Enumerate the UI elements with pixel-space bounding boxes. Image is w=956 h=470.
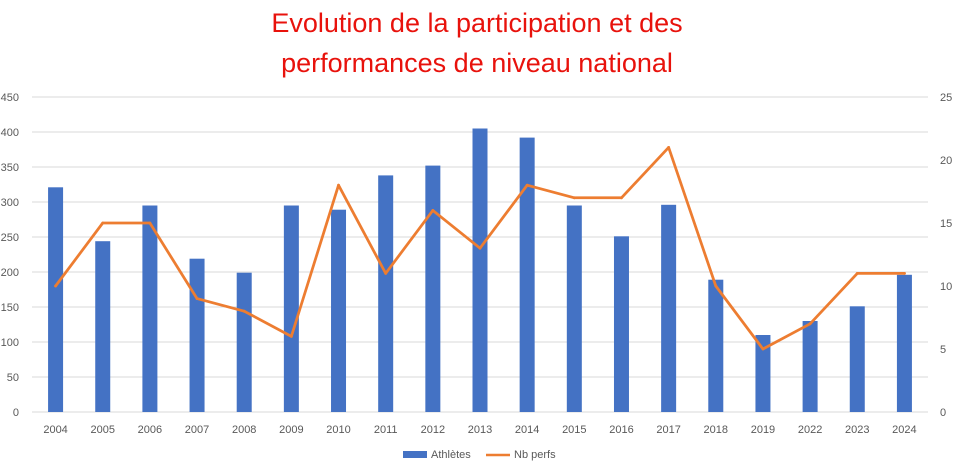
bar-2023 — [849, 306, 865, 412]
y-right-tick-label: 20 — [940, 155, 952, 167]
bar-2022 — [802, 321, 818, 412]
x-tick-label: 2010 — [326, 424, 350, 436]
x-tick-label: 2017 — [656, 424, 680, 436]
y-left-tick-label: 50 — [7, 372, 19, 384]
point-2008 — [242, 309, 246, 313]
point-2005 — [101, 221, 105, 225]
bar-2016 — [613, 236, 629, 412]
point-2015 — [572, 196, 576, 200]
chart-title-line-2: performances de niveau national — [281, 48, 673, 78]
bar-2024 — [896, 274, 912, 412]
y-right-tick-label: 15 — [940, 218, 952, 230]
y-left-tick-label: 150 — [1, 302, 19, 314]
y-left-tick-label: 450 — [1, 92, 19, 104]
y-axis-right: 0 5 10 15 20 25 — [940, 92, 952, 419]
x-tick-label: 2008 — [232, 424, 256, 436]
y-left-tick-label: 400 — [1, 127, 19, 139]
bar-2007 — [189, 258, 205, 412]
x-tick-label: 2007 — [185, 424, 209, 436]
point-2012 — [431, 209, 435, 212]
point-2019 — [761, 347, 765, 351]
legend-label-athletes: Athlètes — [431, 449, 471, 461]
y-left-tick-label: 0 — [13, 407, 19, 419]
x-tick-label: 2013 — [468, 424, 492, 436]
bar-2012 — [425, 165, 441, 412]
y-axis-left: 0 50 100 150 200 250 300 350 400 450 — [1, 92, 19, 419]
legend-swatch-athletes — [403, 451, 427, 458]
bar-2017 — [661, 204, 677, 412]
bar-2005 — [95, 241, 111, 412]
bar-2008 — [236, 272, 252, 412]
bar-2006 — [142, 205, 158, 412]
x-tick-label: 2006 — [138, 424, 162, 436]
x-tick-label: 2011 — [374, 424, 398, 436]
legend: Athlètes Nb perfs — [403, 449, 556, 461]
x-tick-label: 2024 — [892, 424, 916, 436]
x-tick-label: 2016 — [609, 424, 633, 436]
y-right-tick-label: 5 — [940, 344, 946, 356]
bar-series-athletes — [48, 128, 912, 412]
y-left-tick-label: 100 — [1, 337, 19, 349]
point-2018 — [714, 284, 718, 288]
point-2004 — [54, 284, 57, 288]
x-tick-label: 2019 — [751, 424, 775, 436]
point-2009 — [289, 335, 293, 338]
x-tick-label: 2015 — [562, 424, 586, 436]
point-2010 — [337, 183, 340, 187]
x-tick-label: 2014 — [515, 424, 539, 436]
point-2006 — [148, 221, 152, 225]
y-left-tick-label: 200 — [1, 267, 19, 279]
bar-2019 — [755, 335, 771, 412]
y-right-tick-label: 0 — [940, 407, 946, 419]
x-tick-label: 2012 — [421, 424, 445, 436]
x-tick-label: 2023 — [845, 424, 869, 436]
x-axis: 2004 2005 2006 2007 2008 2009 2010 2011 2012 2013… — [43, 424, 916, 436]
point-2017 — [667, 146, 671, 149]
x-tick-label: 2022 — [798, 424, 822, 436]
point-2014 — [525, 183, 529, 187]
bar-2013 — [472, 128, 488, 412]
legend-label-nb-perfs: Nb perfs — [514, 449, 556, 461]
point-2016 — [620, 196, 623, 200]
x-tick-label: 2005 — [90, 424, 114, 436]
bar-2009 — [283, 205, 299, 412]
bar-2014 — [519, 137, 535, 412]
y-right-tick-label: 25 — [940, 92, 952, 104]
y-right-tick-label: 10 — [940, 281, 952, 293]
point-2011 — [384, 272, 388, 275]
x-tick-label: 2018 — [704, 424, 728, 436]
bar-2010 — [331, 209, 347, 412]
chart-title-line-1: Evolution de la participation et des — [271, 8, 682, 38]
bar-2011 — [378, 175, 394, 412]
y-left-tick-label: 250 — [1, 232, 19, 244]
x-tick-label: 2004 — [43, 424, 67, 436]
bar-2015 — [566, 205, 582, 412]
point-2007 — [195, 297, 199, 300]
point-2022 — [808, 322, 812, 326]
point-2023 — [855, 272, 859, 275]
line-series-nb-perfs — [54, 146, 906, 351]
bar-2018 — [708, 279, 724, 412]
point-2024 — [903, 272, 906, 275]
y-left-tick-label: 300 — [1, 197, 19, 209]
point-2013 — [478, 246, 482, 250]
bar-2004 — [48, 187, 64, 412]
x-tick-label: 2009 — [279, 424, 303, 436]
y-left-tick-label: 350 — [1, 162, 19, 174]
